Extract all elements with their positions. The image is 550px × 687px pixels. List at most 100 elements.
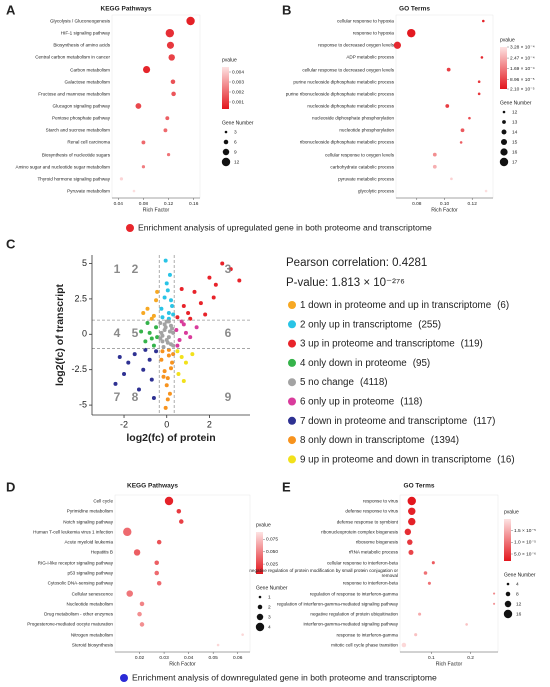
point: [170, 360, 175, 365]
size-legend-circle: [258, 595, 262, 599]
colorbar-tick-label: 0.002: [232, 89, 244, 95]
legend-count: (4118): [360, 377, 388, 388]
point: [169, 298, 173, 303]
point: [163, 405, 168, 410]
colorbar: [504, 519, 511, 561]
point: [170, 303, 175, 308]
category-label: HIF-1 signaling pathway: [60, 30, 110, 36]
category-label: Pentose phosphate pathway: [52, 115, 110, 121]
point: [183, 330, 188, 335]
x-tick-label: -2: [120, 419, 128, 429]
point: [169, 366, 173, 371]
category-label: purine nucleoside diphosphate metabolic …: [293, 79, 394, 85]
legend-swatch: [288, 397, 296, 406]
legend-swatch: [288, 455, 296, 464]
point: [177, 337, 182, 342]
colorbar-tick-label: 0.001: [232, 99, 244, 105]
caption-bullet: [126, 224, 134, 232]
point: [167, 391, 172, 396]
bubble: [480, 56, 484, 59]
x-axis-title: Rich Factor: [169, 661, 196, 667]
x-tick-label: 0.03: [159, 655, 169, 661]
size-legend-label: 3: [234, 129, 237, 135]
point: [179, 286, 184, 291]
bubble: [493, 602, 496, 605]
size-legend-circle: [222, 148, 230, 156]
category-label: Galactose metabolism: [64, 79, 110, 85]
category-label: Cytosolic DNA-sensing pathway: [47, 580, 113, 586]
point: [151, 343, 156, 348]
region-label: 4: [114, 326, 121, 340]
panel-letter: D: [6, 479, 15, 494]
size-legend-label: 4: [516, 581, 519, 587]
point: [147, 330, 152, 335]
point: [167, 272, 172, 277]
legend-count: (16): [497, 454, 514, 465]
colorbar-tick-label: 0.004: [232, 69, 244, 75]
point: [151, 313, 156, 318]
point: [179, 319, 184, 324]
region-label: 7: [114, 390, 121, 404]
x-tick-label: 0.05: [209, 655, 219, 661]
colorbar-title: pvalue: [500, 37, 515, 43]
size-legend-circle: [499, 157, 509, 167]
legend-swatch: [288, 301, 296, 309]
category-label: Biosynthesis of nucleotide sugars: [41, 152, 110, 158]
category-label: response to interferon-gamma: [336, 632, 398, 638]
bubble: [168, 54, 175, 61]
legend-count: (1394): [431, 435, 459, 446]
bubble: [459, 141, 463, 144]
category-label: Nucleotide metabolism: [66, 601, 113, 607]
colorbar: [500, 47, 507, 89]
category-label: ribonucleoprotein complex biogenesis: [321, 529, 398, 535]
legend-swatch: [288, 436, 296, 445]
category-label: Carbon metabolism: [70, 67, 110, 73]
bubble: [407, 539, 413, 545]
point: [169, 342, 173, 347]
x-tick-label: 0.2: [467, 655, 474, 661]
point: [136, 387, 141, 392]
bubble: [407, 496, 416, 506]
point: [175, 349, 180, 354]
point: [188, 335, 193, 340]
category-label: cellular response to oxygen levels: [325, 152, 394, 158]
x-tick-label: 0.08: [139, 201, 149, 207]
size-legend-title: Gene Number: [504, 572, 536, 578]
bubble: [418, 612, 422, 616]
category-label: nucleoside diphosphate phosphorylation: [312, 115, 394, 121]
chart-title: GO Terms: [399, 6, 430, 13]
point: [167, 329, 172, 334]
bubble: [493, 592, 496, 595]
legend-entry: 2 only up in transcriptome (255): [300, 319, 441, 330]
region-label: 9: [225, 390, 232, 404]
legend-entry: 8 only down in transcriptome (1394): [300, 435, 459, 446]
size-legend-circle: [500, 138, 508, 146]
caption-bullet: [120, 674, 128, 682]
colorbar-title: pvalue: [256, 522, 271, 528]
point: [163, 258, 168, 263]
point: [181, 322, 186, 327]
size-legend-label: 17: [512, 159, 518, 165]
legend-entry: 9 up in proteome and down in transcripto…: [300, 454, 515, 465]
x-tick-label: 0.08: [412, 201, 422, 207]
x-tick-label: 0.04: [184, 655, 194, 661]
legend-name: 9 up in proteome and down in transcripto…: [300, 454, 492, 465]
bubble: [179, 519, 184, 524]
point: [155, 335, 160, 340]
bubble: [468, 116, 471, 120]
legend-name: 1 down in proteome and up in transcripto…: [300, 300, 492, 311]
category-label: cellular response to hypoxia: [337, 18, 394, 24]
category-label: negative regulation of protein modificat…: [249, 568, 398, 578]
category-label: Nitrogen metabolism: [70, 632, 113, 638]
bubble: [171, 91, 176, 97]
x-tick-label: 0.12: [468, 201, 478, 207]
point: [198, 301, 203, 306]
size-legend-label: 16: [512, 149, 518, 155]
point: [228, 267, 233, 272]
point: [186, 311, 191, 316]
size-legend-circle: [503, 609, 513, 619]
category-label: ribosome biogenesis: [355, 539, 398, 545]
x-tick-label: 0.06: [233, 655, 243, 661]
caption: Enrichment analysis of upregulated gene …: [138, 222, 432, 232]
category-label: Cellular senescence: [71, 591, 113, 597]
